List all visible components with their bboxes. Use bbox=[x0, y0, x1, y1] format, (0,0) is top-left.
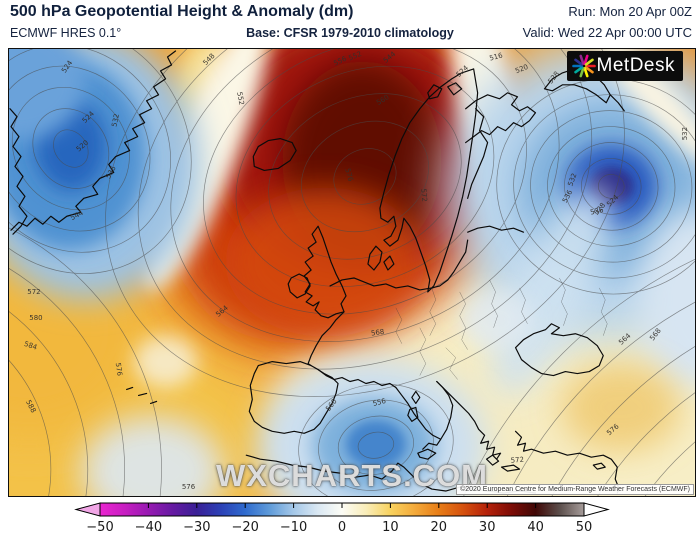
contour-label: 576 bbox=[182, 483, 195, 491]
coastline-sicily-sardinia-corsica bbox=[407, 390, 437, 460]
colorbar: −50 −40 −30 −20 −10 0 10 20 30 40 50 bbox=[74, 502, 610, 535]
contour-label: 572 bbox=[419, 188, 428, 202]
model-label: ECMWF HRES 0.1° bbox=[10, 26, 122, 40]
colorbar-tick-label: 30 bbox=[479, 520, 496, 535]
coastline-france-west bbox=[307, 311, 345, 367]
metdesk-logo: MetDesk bbox=[566, 51, 683, 81]
coastline-mediterranean-north bbox=[317, 368, 397, 389]
coastline-black-sea bbox=[514, 323, 604, 377]
coastline-denmark bbox=[367, 245, 395, 271]
chart-header: 500 hPa Geopotential Height & Anomaly (d… bbox=[0, 0, 700, 48]
colorbar-right-arrow bbox=[583, 502, 610, 517]
coastline-scandinavia bbox=[379, 68, 479, 293]
climatology-label: Base: CFSR 1979-2010 climatology bbox=[246, 26, 454, 40]
run-time-label: Run: Mon 20 Apr 00Z bbox=[568, 4, 692, 19]
colorbar-tick-label: −30 bbox=[183, 520, 210, 535]
colorbar-tick-label: −40 bbox=[135, 520, 162, 535]
coastline-greenland-east bbox=[10, 50, 177, 231]
colorbar-tick-label: −20 bbox=[231, 520, 258, 535]
contour-label: 556 bbox=[372, 397, 387, 408]
copyright-notice: ©2020 European Centre for Medium-Range W… bbox=[456, 484, 694, 495]
contour-label: 572 bbox=[510, 456, 524, 465]
contour-label: 532 bbox=[110, 113, 121, 128]
colorbar-tick-label: 20 bbox=[431, 520, 448, 535]
coastline-great-britain bbox=[303, 225, 347, 319]
coastline-balkans-greece bbox=[436, 380, 521, 472]
metdesk-logo-text: MetDesk bbox=[596, 55, 675, 76]
coastline-iceland bbox=[252, 138, 297, 172]
contour-label: 568 bbox=[370, 328, 384, 338]
coastline-kola-white-sea bbox=[465, 92, 537, 144]
colorbar-tick-label: 0 bbox=[338, 520, 346, 535]
country-borders-layer bbox=[395, 277, 608, 380]
contour-label: 580 bbox=[29, 314, 42, 322]
metdesk-pinwheel-icon bbox=[571, 54, 596, 78]
coastline-novaya-zemlya bbox=[543, 68, 625, 112]
coastline-ireland bbox=[287, 273, 311, 299]
coastlines-layer bbox=[9, 50, 625, 494]
contour-label: 576 bbox=[343, 167, 354, 182]
coastline-far-left bbox=[9, 108, 28, 235]
colorbar-tick-label: 40 bbox=[527, 520, 544, 535]
colorbar-tick-label: −50 bbox=[86, 520, 113, 535]
page-title: 500 hPa Geopotential Height & Anomaly (d… bbox=[10, 3, 354, 20]
colorbar-tick-label: −10 bbox=[280, 520, 307, 535]
coastline-baltic-south bbox=[329, 239, 469, 291]
contour-label: 532 bbox=[681, 127, 689, 140]
contour-label: 552 bbox=[235, 91, 245, 105]
map-area: 552 548 556 552 544 560 576 572 524 524 532 520 536 5… bbox=[8, 48, 696, 497]
colorbar-tick-label: 50 bbox=[576, 520, 593, 535]
contour-label: 572 bbox=[27, 288, 40, 296]
colorbar-tick-label: 10 bbox=[382, 520, 399, 535]
coastline-turkey-levant bbox=[514, 430, 620, 494]
anomaly-field-layer bbox=[9, 49, 695, 496]
contour-label: 516 bbox=[489, 51, 504, 62]
colorbar-ticks bbox=[99, 503, 585, 508]
valid-time-label: Valid: Wed 22 Apr 00:00 UTC bbox=[522, 25, 692, 40]
contour-label: 536 bbox=[590, 206, 605, 217]
colorbar-left-arrow bbox=[74, 502, 101, 517]
contour-label: 584 bbox=[23, 340, 39, 352]
coastline-azores bbox=[126, 386, 158, 405]
colorbar-tick-labels: −50 −40 −30 −20 −10 0 10 20 30 40 50 bbox=[86, 520, 592, 535]
watermark: WXCHARTS.COM bbox=[215, 458, 489, 493]
contour-label: 576 bbox=[114, 362, 124, 376]
coastline-finland bbox=[467, 108, 525, 233]
